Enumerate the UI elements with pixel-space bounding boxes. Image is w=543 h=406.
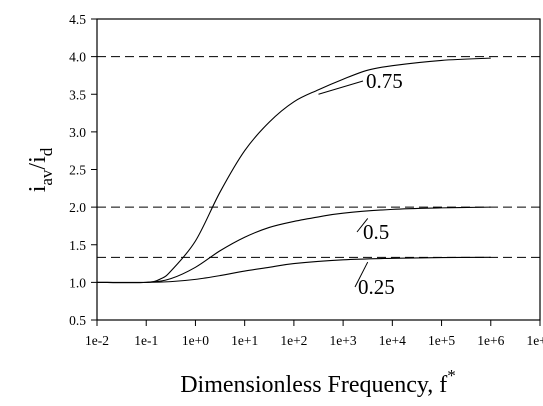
annotation-label-0.5: 0.5 [363,220,389,244]
y-tick-label: 0.5 [69,313,86,328]
reference-lines [97,56,540,258]
x-tick-label: 1e+4 [379,333,406,348]
y-tick-label: 4.5 [69,12,86,27]
y-axis-title: iav/id [25,147,56,192]
series-line-0.5 [96,206,491,284]
annotation-label-0.75: 0.75 [366,69,403,93]
y-tick-label: 3.0 [69,125,86,140]
y-tick-label: 2.0 [69,200,86,215]
y-axis-ticks: 0.5 1.0 1.5 2.0 2.5 3.0 3.5 4.0 4.5 [69,12,97,328]
x-tick-label: 1e+1 [231,333,258,348]
x-tick-label: 1e+2 [280,333,307,348]
y-tick-label: 3.5 [69,87,86,102]
x-axis-title: Dimensionless Frequency, f* [180,366,456,398]
y-tick-label: 1.5 [69,238,86,253]
svg-text:Dimensionless Frequency, f*: Dimensionless Frequency, f* [180,366,456,398]
annotations: 0.75 0.5 0.25 [318,69,403,299]
x-tick-label: 1e+6 [477,333,504,348]
y-tick-label: 2.5 [69,163,86,178]
x-tick-label: 1e+7 [526,333,543,348]
annotation-leader-0.25 [354,261,369,288]
series-line-0.75 [96,57,491,284]
annotation-leader-0.5 [356,218,369,233]
x-axis-ticks: 1e-2 1e-1 1e+0 1e+1 1e+2 1e+3 1e+4 1e+5 1e+6 1e+7 [85,320,543,348]
x-tick-label: 1e-1 [134,333,158,348]
x-axis-title-superscript: * [447,366,456,385]
y-axis-title-base: i [25,185,51,192]
y-tick-label: 1.0 [69,275,86,290]
y-axis-title-sub1: av [37,169,56,186]
annotation-leader-0.75 [318,80,364,95]
svg-text:iav/id: iav/id [25,147,56,192]
x-tick-label: 1e+5 [428,333,455,348]
plot-frame [96,18,541,321]
x-axis-title-text: Dimensionless Frequency, f [180,372,447,398]
x-tick-label: 1e+3 [330,333,357,348]
y-axis-title-sub2: d [37,147,56,156]
series-lines [96,57,491,284]
x-tick-label: 1e-2 [85,333,109,348]
annotation-label-0.25: 0.25 [358,275,395,299]
series-line-0.25 [96,256,491,283]
x-tick-label: 1e+0 [182,333,209,348]
y-tick-label: 4.0 [69,50,86,65]
y-axis-title-mid: /i [25,156,51,170]
